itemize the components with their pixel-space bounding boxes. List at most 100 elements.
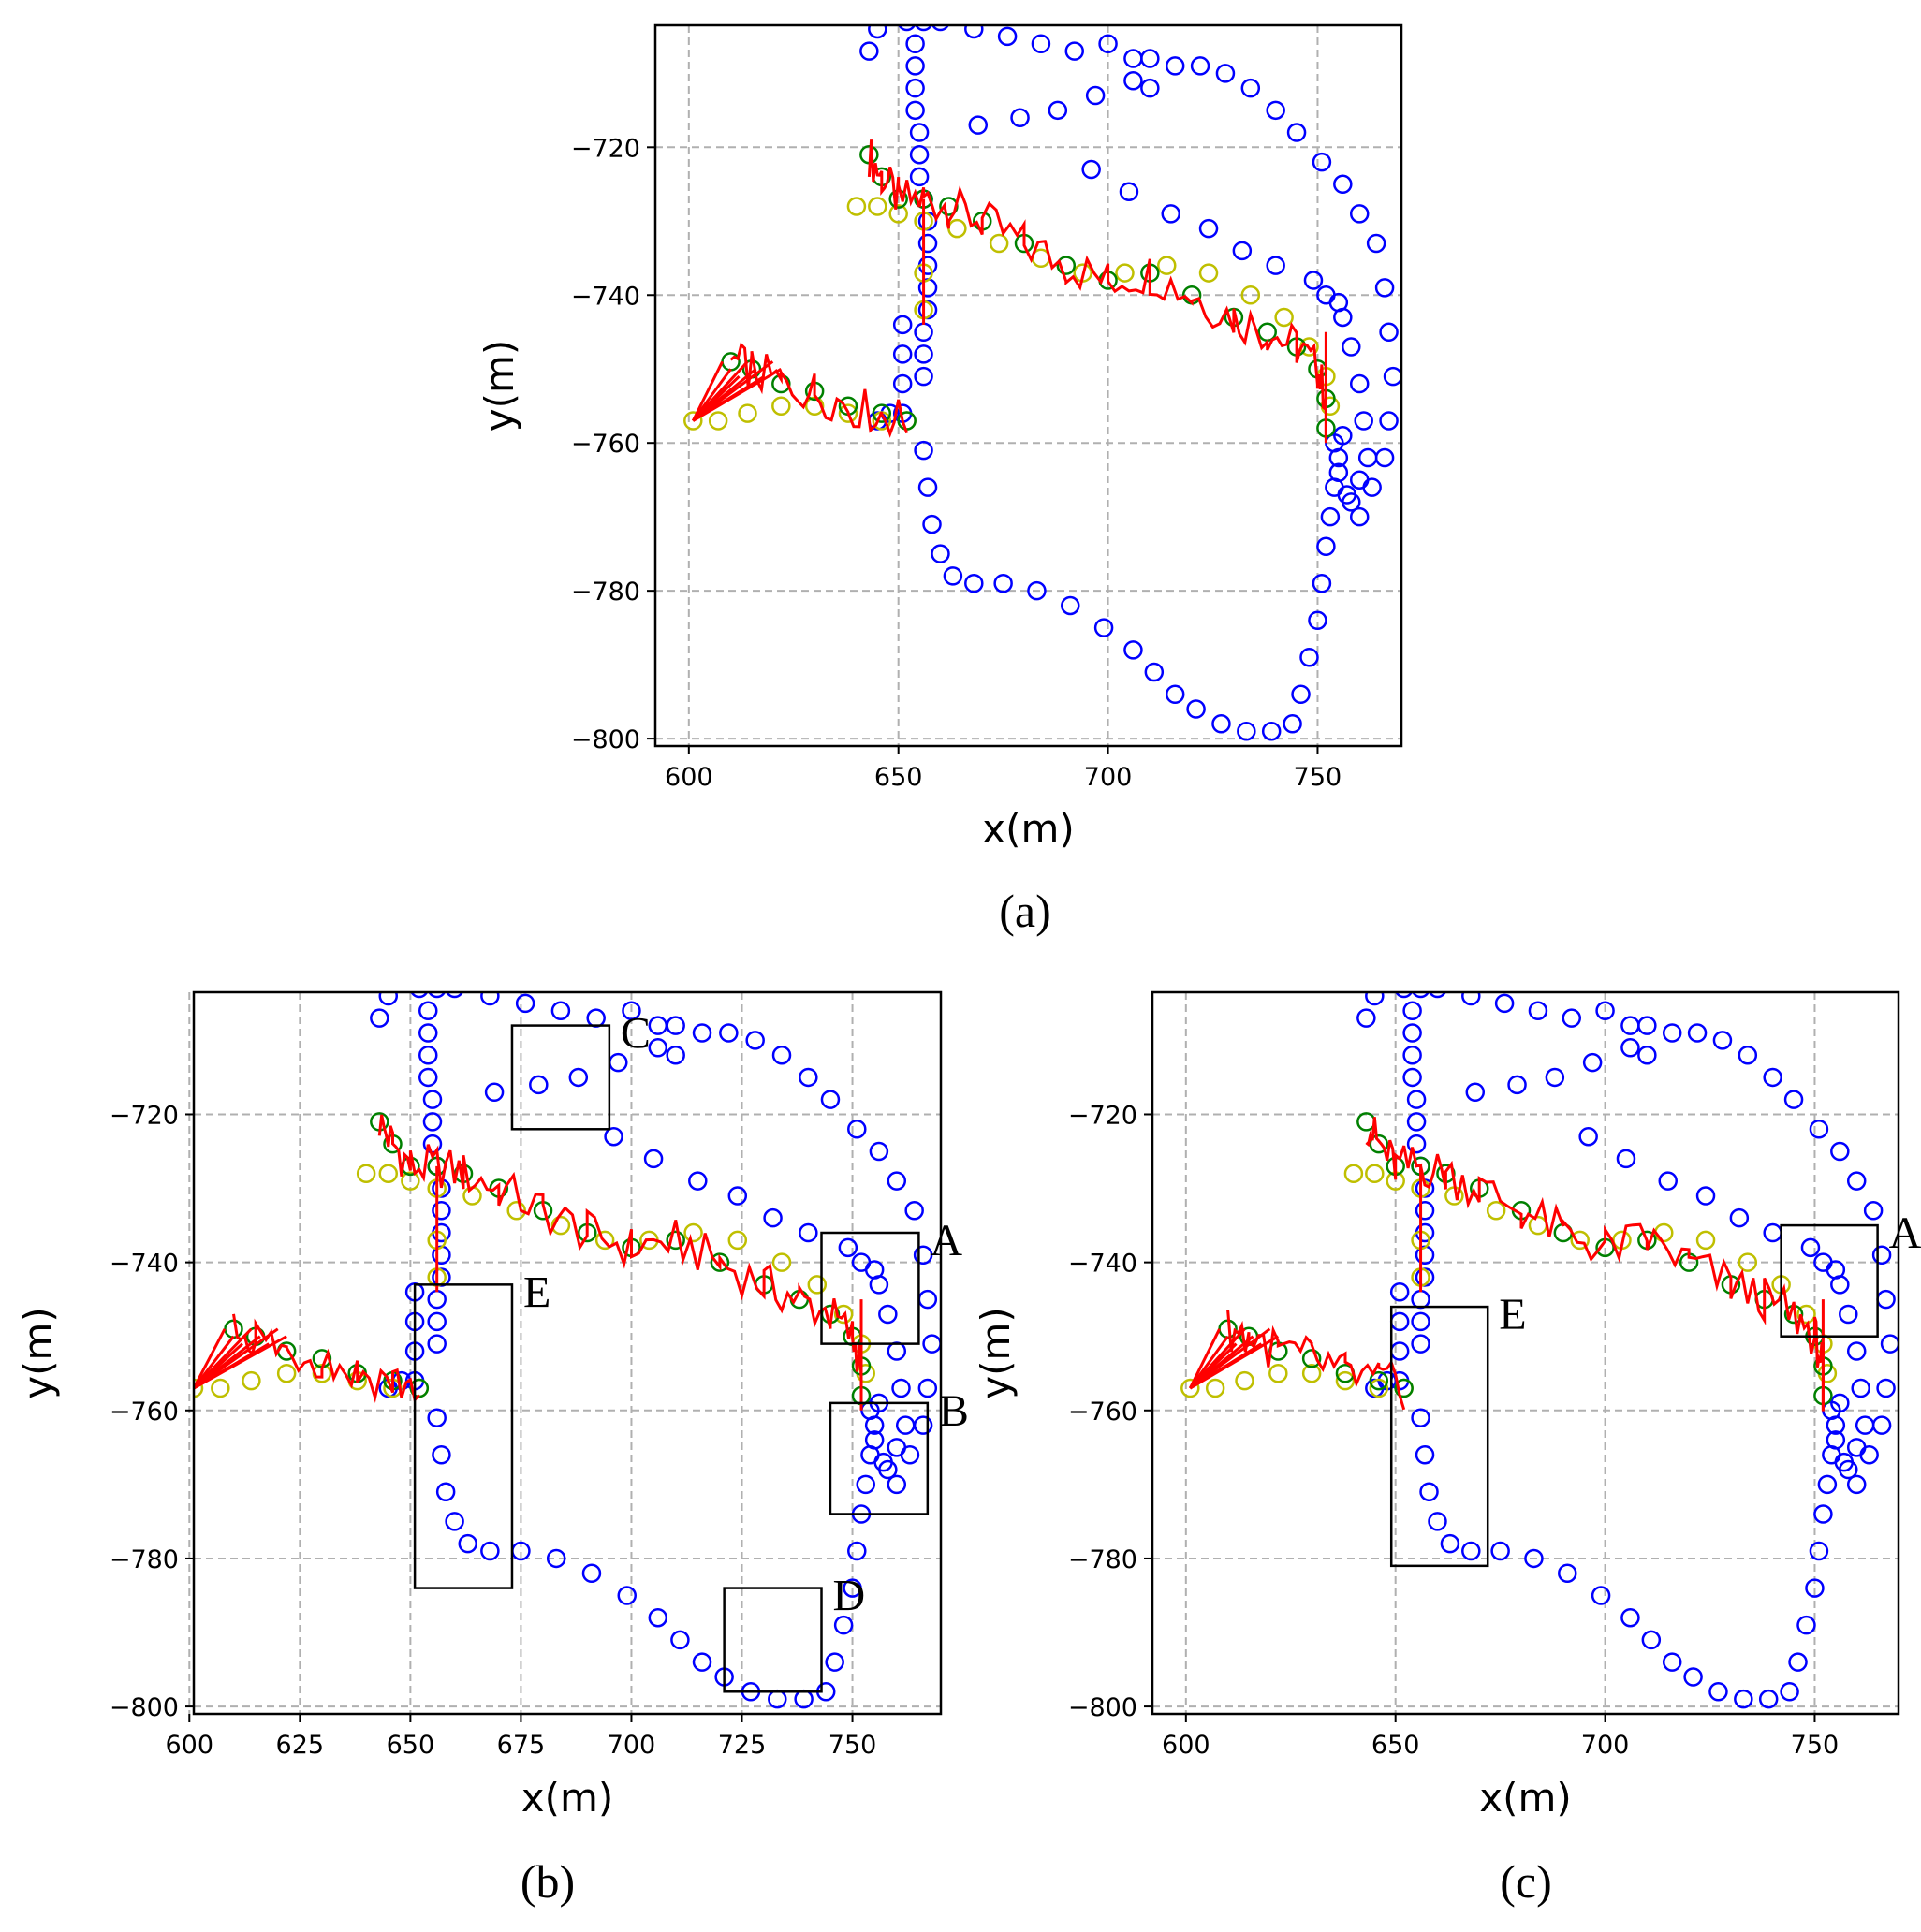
olive-point — [1335, 1370, 1356, 1391]
gt-point — [1161, 204, 1180, 224]
gt-point — [1641, 1630, 1662, 1650]
gt-point — [1683, 1667, 1703, 1687]
green-point — [710, 1252, 730, 1272]
gt-point — [1123, 49, 1143, 68]
gt-point — [617, 1586, 637, 1605]
region-box-label: E — [1499, 1290, 1526, 1339]
gt-point — [1048, 100, 1068, 121]
error-link-fan — [194, 1327, 279, 1390]
gt-point — [1830, 1141, 1850, 1162]
olive-point — [462, 1186, 482, 1206]
olive-point — [868, 197, 887, 216]
region-box-label: A — [1889, 1208, 1921, 1258]
gt-point — [909, 144, 930, 165]
gt-point — [1582, 1052, 1603, 1073]
gt-point — [1620, 1607, 1640, 1628]
gt-point — [1303, 271, 1324, 290]
gt-point — [666, 1016, 685, 1035]
gt-point — [1637, 1045, 1657, 1065]
gt-point — [905, 56, 925, 76]
gt-point — [1308, 610, 1327, 630]
gt-point — [445, 1512, 464, 1531]
axes-frame — [192, 990, 943, 1716]
series-ground-truth — [859, 25, 1401, 741]
y-axis-label: y(m) — [15, 1307, 61, 1399]
gt-point — [1198, 218, 1219, 239]
gt-point — [435, 1482, 456, 1502]
gt-point — [1412, 992, 1430, 999]
gt-point — [1211, 714, 1231, 734]
gt-point — [1402, 1001, 1422, 1021]
error-link-path — [377, 1114, 863, 1400]
gt-point — [914, 440, 933, 461]
y-tick-label: −760 — [571, 430, 640, 459]
gt-point — [1374, 278, 1395, 298]
y-tick-label: −760 — [110, 1398, 179, 1427]
gt-point — [1312, 152, 1332, 172]
olive-point — [378, 1164, 399, 1183]
error-link-path — [232, 1313, 420, 1404]
gt-point — [1165, 56, 1185, 76]
gt-point — [1712, 1031, 1733, 1050]
gt-point — [643, 1149, 664, 1169]
gt-point — [1826, 1430, 1846, 1450]
gt-point — [1809, 1120, 1829, 1139]
gt-point — [913, 1245, 933, 1265]
y-tick-label: −720 — [110, 1101, 179, 1130]
gt-point — [892, 373, 913, 394]
green-point — [1369, 1370, 1389, 1391]
gt-point — [917, 1378, 938, 1398]
y-tick-label: −780 — [1068, 1545, 1137, 1574]
gt-point — [1140, 78, 1160, 98]
gt-point — [1830, 1275, 1850, 1295]
gt-point — [1402, 1045, 1422, 1065]
olive-point — [1486, 1201, 1506, 1221]
gt-point — [895, 1415, 916, 1435]
gt-point — [1299, 647, 1319, 667]
gt-point — [586, 1008, 606, 1028]
gt-point — [1389, 1282, 1410, 1302]
gt-point — [666, 1045, 685, 1065]
y-tick-label: −740 — [1068, 1250, 1137, 1279]
gt-point — [838, 1237, 858, 1258]
gt-point — [515, 993, 535, 1014]
gt-point — [648, 1607, 668, 1628]
gt-point — [909, 123, 930, 142]
gt-point — [581, 1563, 602, 1584]
x-tick-label: 750 — [1791, 1731, 1840, 1760]
x-axis-label: x(m) — [521, 1775, 614, 1821]
olive-point — [1205, 1378, 1225, 1398]
olive-point — [276, 1363, 297, 1383]
olive-point — [771, 396, 791, 416]
gt-point — [1240, 78, 1261, 98]
gt-point — [1796, 1615, 1816, 1635]
gt-point — [432, 1444, 451, 1465]
gt-point — [1406, 1090, 1427, 1109]
x-axis-label: x(m) — [1479, 1775, 1572, 1821]
gt-point — [1266, 100, 1285, 121]
gt-point — [1763, 1067, 1782, 1088]
gt-point — [913, 1415, 933, 1435]
gt-point — [917, 233, 938, 254]
gt-point — [1031, 34, 1051, 53]
gt-point — [914, 322, 933, 342]
y-axis-label: y(m) — [973, 1307, 1019, 1399]
gt-point — [909, 167, 930, 187]
olive-point — [1654, 1222, 1674, 1243]
gt-point — [1266, 256, 1285, 275]
gt-point — [1805, 1578, 1825, 1598]
gt-point — [794, 1689, 814, 1709]
olive-point — [708, 411, 728, 431]
gt-point — [1461, 1541, 1481, 1561]
olive-point — [727, 1230, 748, 1251]
gt-point — [1578, 1126, 1598, 1147]
gt-point — [1783, 1090, 1804, 1109]
gt-point — [370, 1008, 389, 1028]
gt-point — [892, 315, 913, 335]
gt-point — [1695, 1186, 1716, 1206]
gt-point — [900, 1444, 920, 1465]
green-point — [1356, 1112, 1376, 1132]
gt-point — [1237, 721, 1256, 741]
region-box-d: D — [723, 1572, 865, 1693]
error-link-path — [1365, 1117, 1825, 1412]
